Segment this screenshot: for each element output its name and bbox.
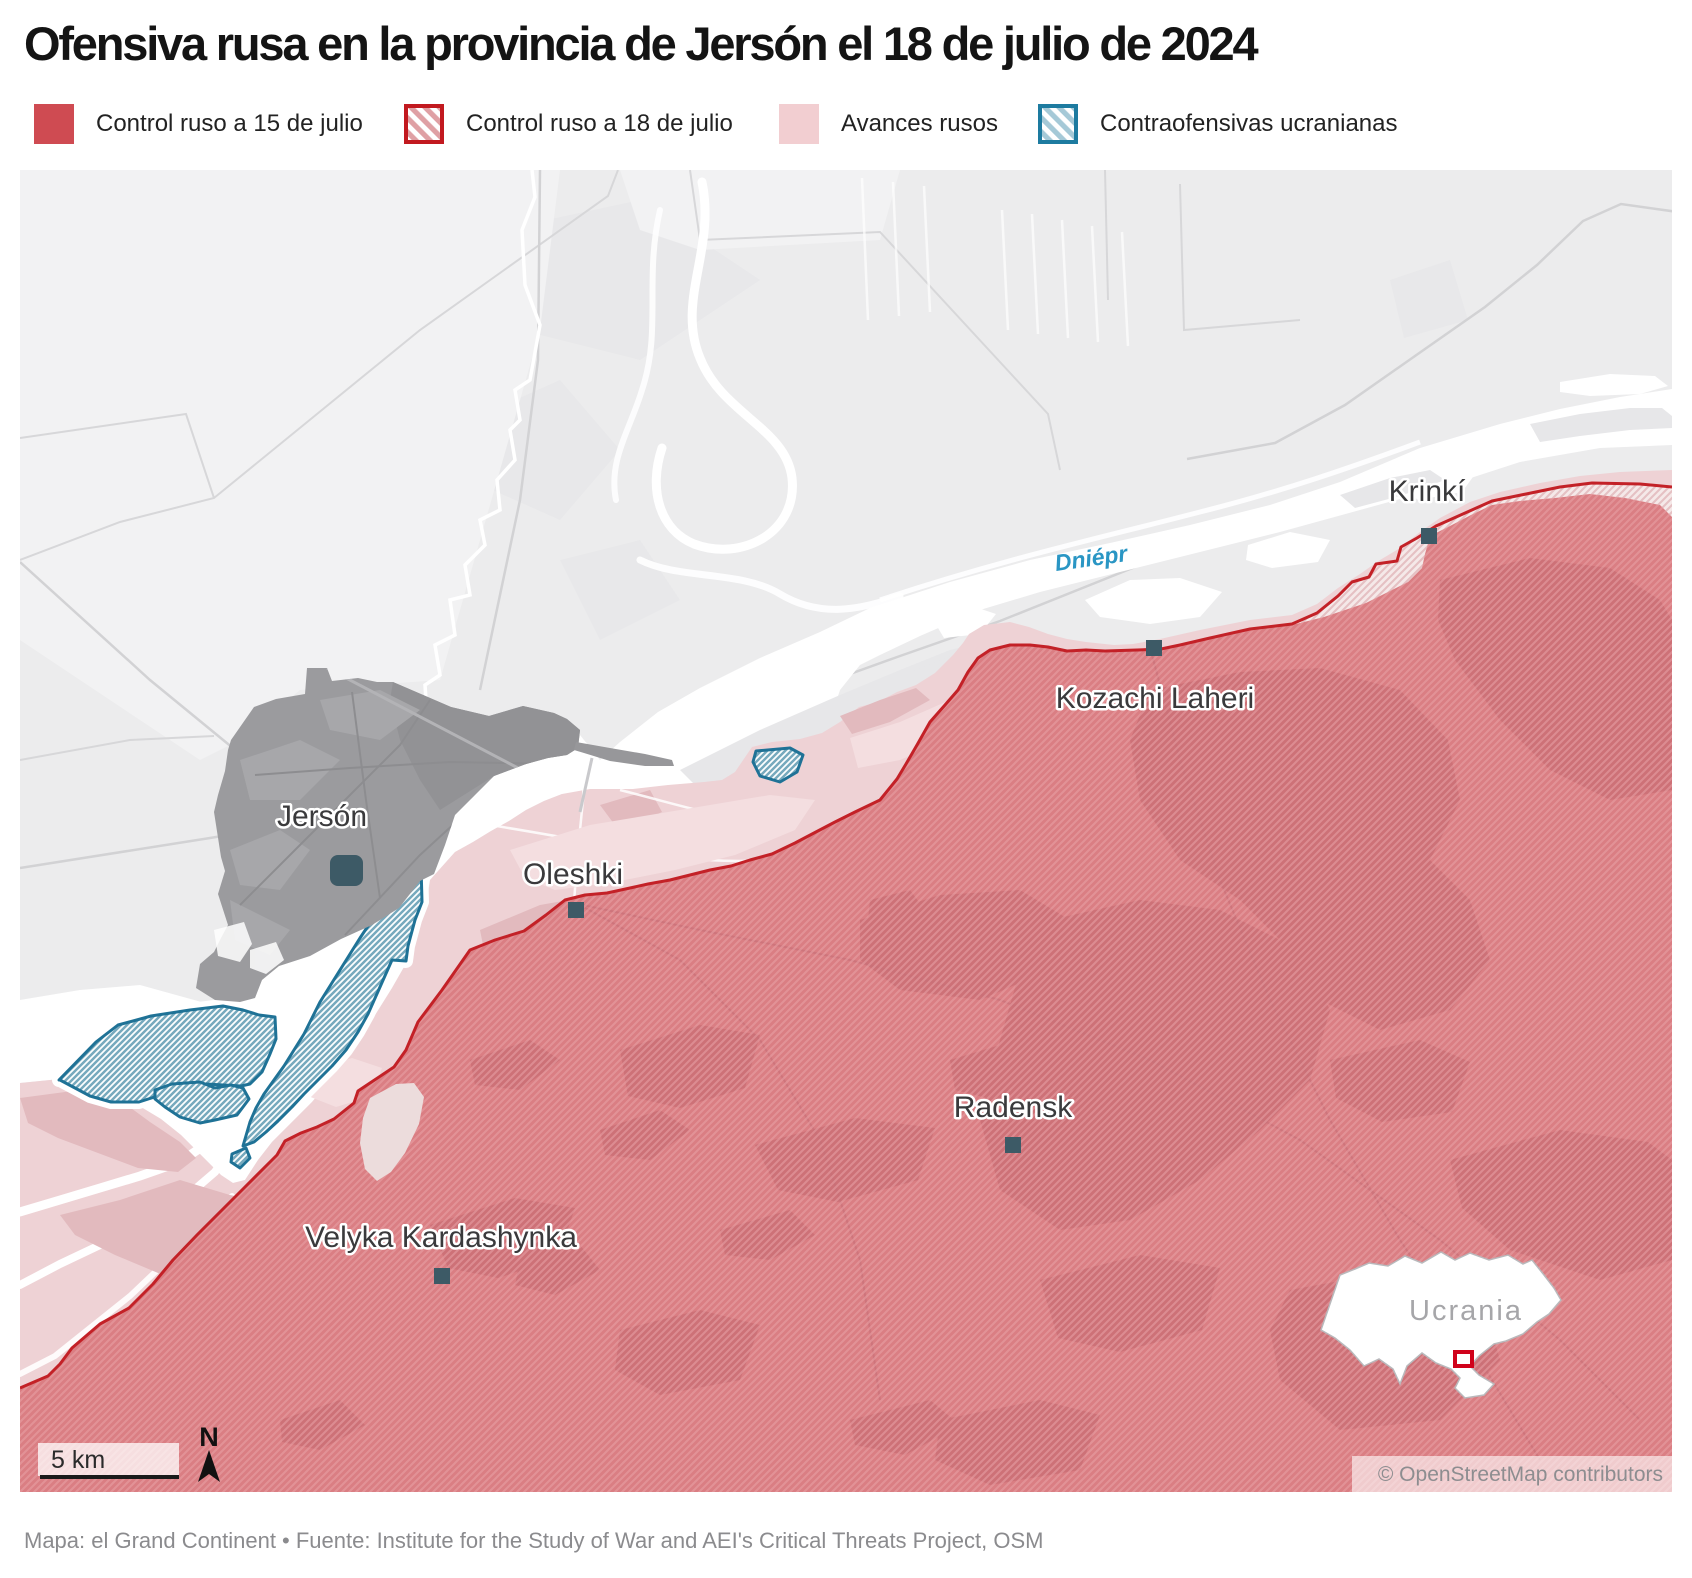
svg-text:Jersón: Jersón [277,800,367,833]
svg-text:Ucrania: Ucrania [1409,1295,1523,1327]
svg-text:Oleshki: Oleshki [523,858,623,891]
svg-text:5 km: 5 km [51,1446,105,1474]
svg-text:Velyka Kardashynka: Velyka Kardashynka [305,1221,577,1254]
svg-text:N: N [199,1422,219,1452]
svg-text:Kozachi Laheri: Kozachi Laheri [1056,682,1254,715]
svg-text:Radensk: Radensk [954,1091,1073,1124]
svg-text:Krinkí: Krinkí [1389,475,1466,508]
svg-text:© OpenStreetMap contributors: © OpenStreetMap contributors [1378,1463,1663,1486]
